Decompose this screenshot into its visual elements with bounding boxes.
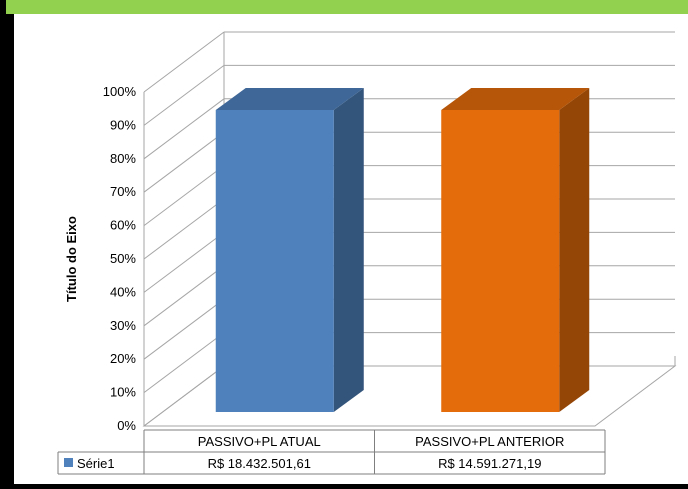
category-label: PASSIVO+PL ANTERIOR: [415, 434, 564, 449]
wall-gridline: [143, 198, 225, 260]
header-bar: [6, 0, 688, 14]
y-tick-label: 40%: [110, 284, 136, 299]
bar-top: [215, 88, 364, 110]
y-tick-label: 0%: [117, 418, 136, 433]
y-tick-label: 20%: [110, 351, 136, 366]
y-tick-label: 80%: [110, 151, 136, 166]
wall-gridline: [143, 98, 225, 160]
wall-gridline: [143, 165, 225, 227]
wall-gridline: [143, 65, 225, 126]
data-table-value: R$ 18.432.501,61: [208, 456, 311, 471]
bar-top: [441, 88, 590, 110]
bar-1: [215, 88, 364, 412]
y-tick-label: 30%: [110, 318, 136, 333]
data-table-value: R$ 14.591.271,19: [438, 456, 541, 471]
bar-side: [333, 88, 364, 412]
wall-gridline: [143, 31, 225, 93]
wall-gridline: [143, 332, 225, 394]
y-axis-title: Título do Eixo: [64, 216, 79, 302]
wall-gridline: [143, 131, 225, 193]
bar-front: [441, 110, 560, 412]
wall-gridline: [143, 231, 225, 293]
wall-gridline: [143, 298, 225, 360]
category-label: PASSIVO+PL ATUAL: [198, 434, 321, 449]
bar-chart: 0% 10% 20% 30% 40% 50% 60% 70% 80% 90% 100% Título …: [57, 31, 677, 475]
y-tick-label: 10%: [110, 385, 136, 400]
legend-label: Série1: [77, 456, 115, 471]
legend-swatch: [64, 458, 73, 467]
y-tick-label: 60%: [110, 218, 136, 233]
y-tick-label: 90%: [110, 117, 136, 132]
chart-area: 0% 10% 20% 30% 40% 50% 60% 70% 80% 90% 100% Título …: [14, 14, 688, 484]
bar-side: [559, 88, 590, 412]
wall-gridline: [143, 365, 225, 427]
y-tick-label: 70%: [110, 184, 136, 199]
y-tick-label: 100%: [103, 84, 137, 99]
wall-gridline: [143, 265, 225, 327]
y-tick-label: 50%: [110, 251, 136, 266]
bar-2: [441, 88, 590, 412]
bar-front: [215, 110, 334, 412]
